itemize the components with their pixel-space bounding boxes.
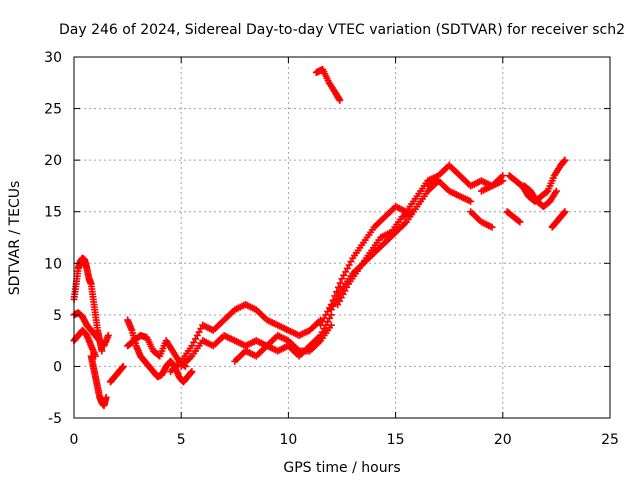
data-point [467,197,475,205]
data-point [188,368,196,376]
x-tick-label: 5 [177,432,186,448]
data-point [104,331,112,339]
data-point [327,321,335,329]
data-point [561,208,569,216]
x-axis-label: GPS time / hours [283,460,400,476]
y-tick-label: 0 [53,359,62,375]
y-tick-label: 10 [44,256,62,272]
y-tick-label: 20 [44,153,62,169]
y-tick-label: -5 [48,411,62,427]
data-point [409,208,417,216]
data-point [488,223,496,231]
data-point [119,362,127,370]
plot-frame [73,56,611,419]
axis-ticks: 0 5 10 15 20 25 -5 0 5 10 15 20 25 30 [44,50,619,448]
grid-lines [74,57,610,418]
y-tick-label: 5 [53,308,62,324]
y-tick-label: 25 [44,102,62,118]
data-point-fill [333,288,341,296]
x-tick-label: 15 [387,432,405,448]
data-point [336,96,344,104]
data-point [516,218,524,226]
x-tick-label: 25 [601,432,619,448]
data-point-fill [515,217,523,225]
data-point [102,393,110,401]
data-point [499,172,507,180]
chart-title: Day 246 of 2024, Sidereal Day-to-day VTE… [59,22,625,38]
y-tick-label: 30 [44,50,62,66]
data-point-fill [334,283,342,291]
y-axis-label: SDTVAR / TECUs [7,181,23,296]
y-tick-label: 15 [44,205,62,221]
data-points [70,65,569,410]
x-tick-label: 10 [279,432,297,448]
data-point [552,187,560,195]
data-point-fill [336,279,344,287]
x-tick-label: 0 [70,432,79,448]
data-point [561,156,569,164]
x-tick-label: 20 [494,432,512,448]
data-point [98,347,106,355]
